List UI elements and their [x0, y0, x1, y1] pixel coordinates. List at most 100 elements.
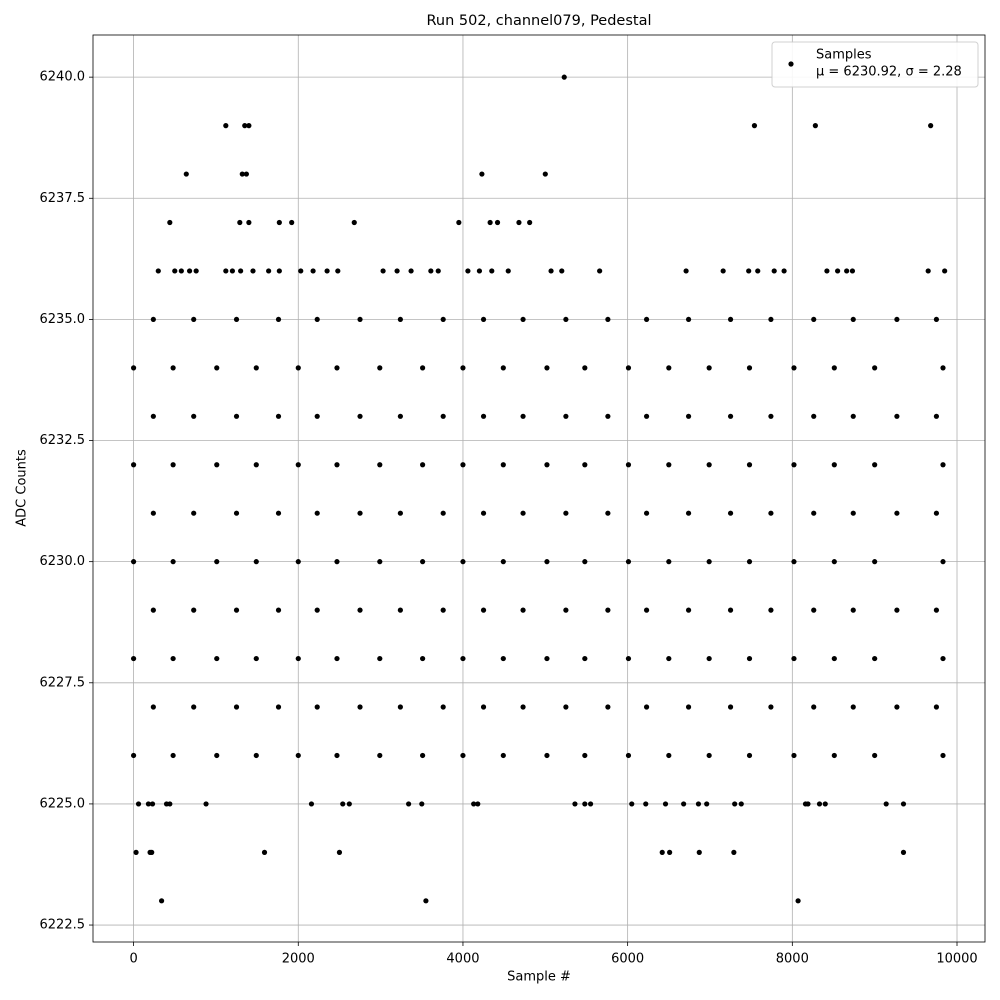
point: [791, 655, 797, 662]
point: [872, 559, 878, 565]
point: [706, 559, 712, 565]
point: [167, 219, 173, 226]
point: [357, 704, 363, 710]
point: [170, 655, 176, 662]
y-tick-label: 6232.5: [40, 433, 86, 448]
y-tick-label: 6237.5: [40, 191, 86, 206]
point: [150, 413, 156, 419]
point: [500, 559, 506, 565]
y-tick-label: 6230.0: [40, 554, 86, 569]
point: [420, 655, 426, 662]
point: [183, 171, 189, 177]
point: [659, 849, 665, 855]
point: [480, 316, 487, 323]
point: [520, 510, 526, 516]
point: [191, 510, 197, 516]
point: [155, 268, 161, 274]
point: [685, 413, 692, 419]
point: [928, 123, 934, 129]
point: [625, 365, 632, 371]
point: [872, 655, 878, 662]
point: [233, 607, 240, 613]
x-axis-label: Sample #: [507, 970, 571, 985]
point: [289, 219, 295, 226]
point: [357, 510, 363, 516]
point: [706, 365, 712, 371]
point: [377, 365, 383, 371]
point: [850, 510, 856, 516]
point: [419, 801, 425, 807]
point: [471, 801, 477, 807]
point: [233, 413, 240, 419]
point: [812, 123, 818, 129]
point: [440, 607, 446, 613]
point: [223, 268, 229, 274]
point: [130, 752, 137, 759]
point: [150, 510, 156, 516]
point: [130, 655, 137, 662]
point: [850, 413, 856, 419]
point: [397, 316, 403, 323]
point: [544, 655, 550, 662]
point: [940, 559, 946, 565]
point: [771, 268, 777, 274]
point: [925, 268, 931, 274]
y-tick-label: 6222.5: [40, 918, 86, 933]
point: [233, 510, 240, 516]
point: [295, 752, 301, 759]
point: [933, 510, 940, 516]
point: [397, 607, 403, 613]
point: [308, 801, 315, 807]
point: [334, 752, 340, 759]
point: [831, 752, 837, 759]
point: [346, 801, 352, 807]
point: [340, 801, 346, 807]
point: [582, 462, 588, 468]
point: [625, 462, 632, 468]
point: [727, 316, 734, 323]
point: [178, 268, 184, 274]
point: [894, 413, 900, 419]
point: [587, 801, 594, 807]
point: [440, 413, 446, 419]
point: [167, 801, 173, 807]
point: [582, 752, 588, 759]
point: [706, 752, 712, 759]
point: [253, 559, 259, 565]
point: [465, 268, 471, 274]
point: [253, 655, 259, 662]
point: [811, 510, 817, 516]
point: [423, 898, 429, 904]
point: [130, 462, 137, 468]
point: [214, 655, 220, 662]
point: [275, 510, 282, 516]
point: [191, 704, 197, 710]
point: [191, 413, 197, 419]
point: [791, 365, 797, 371]
point: [214, 462, 220, 468]
point: [572, 801, 578, 807]
point: [310, 268, 316, 274]
point: [768, 510, 774, 516]
point: [940, 365, 946, 371]
point: [940, 752, 946, 759]
point: [420, 462, 426, 468]
point: [544, 462, 550, 468]
point: [276, 219, 282, 226]
point: [720, 268, 726, 274]
legend-box: [771, 41, 979, 88]
point: [643, 316, 650, 323]
x-tick-label: 0: [129, 952, 137, 967]
point: [435, 268, 441, 274]
point: [334, 462, 340, 468]
point: [768, 413, 774, 419]
point: [334, 655, 340, 662]
point: [357, 413, 363, 419]
point: [850, 316, 856, 323]
plot-frame: [92, 34, 986, 943]
point: [276, 268, 282, 274]
point: [275, 704, 282, 710]
point: [170, 462, 176, 468]
point: [489, 268, 495, 274]
point: [933, 316, 940, 323]
